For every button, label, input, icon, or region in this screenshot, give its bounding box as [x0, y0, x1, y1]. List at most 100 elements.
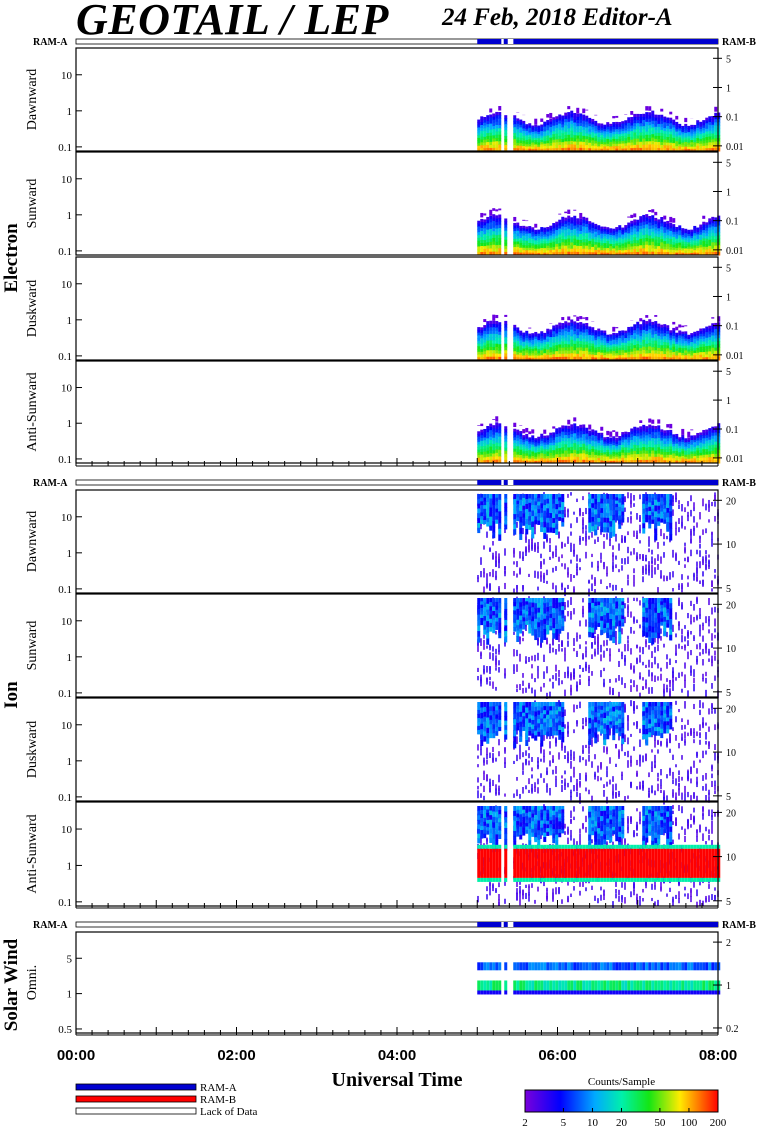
panel-2-0-ytick-left-0: 5 — [67, 953, 73, 965]
ram-gap-2-0 — [501, 922, 504, 927]
group-label-2: Solar Wind — [1, 938, 22, 1031]
panel-1-3 — [477, 804, 721, 909]
panel-1-2-label: Duskward — [25, 721, 40, 779]
x-tick-label-4: 08:00 — [699, 1047, 737, 1064]
panel-0-0-ytick-right-0: 5 — [726, 54, 731, 65]
panel-1-1-ytick-right-2: 5 — [726, 688, 731, 699]
panel-0-0-frame — [75, 47, 719, 152]
panel-1-1-label: Sunward — [25, 621, 40, 671]
x-tick-label-2: 04:00 — [378, 1047, 416, 1064]
panel-1-0-ytick-left-0: 10 — [61, 512, 73, 524]
ram-a-label-2: RAM-A — [33, 920, 68, 931]
panel-2-0-ytick-left-1: 1 — [67, 989, 73, 1001]
panel-0-1-label: Sunward — [25, 179, 40, 229]
panel-0-3-ytick-right-3: 0.01 — [726, 454, 744, 465]
legend-swatch-0 — [75, 1083, 197, 1091]
panel-1-2-ytick-right-2: 5 — [726, 792, 731, 803]
ram-gap-0-1 — [507, 39, 514, 44]
colorbar-tick-6: 200 — [710, 1117, 727, 1128]
panel-0-1-ytick-right-0: 5 — [726, 158, 731, 169]
colorbar-tick-5: 100 — [681, 1117, 698, 1128]
panel-0-1-ytick-left-2: 0.1 — [58, 246, 72, 258]
panel-2-0-ytick-right-1: 1 — [726, 981, 731, 992]
panel-1-0-ytick-right-1: 10 — [726, 540, 736, 551]
panel-0-2-ytick-left-2: 0.1 — [58, 351, 72, 363]
panel-2-0-ytick-left-2: 0.5 — [58, 1024, 72, 1036]
panel-0-3-ytick-right-1: 1 — [726, 396, 731, 407]
legend-swatch-1 — [75, 1095, 197, 1103]
panel-0-1-frame — [75, 151, 719, 256]
group-label-1: Ion — [1, 681, 22, 709]
panel-0-3-ytick-left-1: 1 — [67, 418, 73, 430]
panel-0-1-ytick-right-3: 0.01 — [726, 246, 744, 257]
colorbar-tick-4: 50 — [654, 1117, 666, 1128]
legend-label-1: RAM-B — [200, 1094, 236, 1106]
panel-0-0-ytick-right-1: 1 — [726, 83, 731, 94]
ram-gap-1-1 — [507, 480, 514, 485]
panel-1-1-ytick-left-2: 0.1 — [58, 688, 72, 700]
panel-0-2-ytick-left-0: 10 — [61, 279, 73, 291]
panel-1-3-ytick-left-1: 1 — [67, 860, 73, 872]
colorbar-tick-1: 5 — [561, 1117, 567, 1128]
panel-0-0 — [477, 106, 721, 152]
panel-0-1-ytick-left-0: 10 — [61, 174, 73, 186]
colorbar-tick-3: 20 — [616, 1117, 628, 1128]
panel-0-0-ytick-right-2: 0.1 — [726, 113, 739, 124]
panel-1-3-ytick-left-0: 10 — [61, 824, 73, 836]
panel-0-0-ytick-left-1: 1 — [67, 106, 73, 118]
panel-1-1-ytick-left-1: 1 — [67, 652, 73, 664]
panel-1-2-ytick-left-1: 1 — [67, 756, 73, 768]
panel-1-1-ytick-left-0: 10 — [61, 616, 73, 628]
panel-2-0-ytick-right-0: 2 — [726, 938, 731, 949]
ram-a-bar-0 — [477, 39, 718, 44]
panel-1-3-ytick-left-2: 0.1 — [58, 897, 72, 909]
ram-b-label-0: RAM-B — [722, 37, 756, 48]
panel-0-3-ytick-right-2: 0.1 — [726, 425, 739, 436]
panel-0-3-label: Anti-Sunward — [25, 372, 40, 451]
panel-0-1-ytick-right-1: 1 — [726, 187, 731, 198]
panel-0-0-ytick-right-3: 0.01 — [726, 142, 744, 153]
panel-0-1 — [477, 208, 721, 256]
date-editor-label: 24 Feb, 2018 Editor-A — [442, 4, 673, 31]
panel-0-1-ytick-left-1: 1 — [67, 210, 73, 222]
ram-gap-1-0 — [501, 480, 504, 485]
x-tick-label-1: 02:00 — [217, 1047, 255, 1064]
panel-0-0-ytick-left-2: 0.1 — [58, 142, 72, 154]
panel-0-2-ytick-right-3: 0.01 — [726, 351, 744, 362]
panel-1-2-ytick-right-1: 10 — [726, 748, 736, 759]
panel-1-0-ytick-right-2: 5 — [726, 584, 731, 595]
panel-1-0-label: Dawnward — [25, 511, 40, 572]
panel-0-2 — [477, 314, 721, 361]
panel-2-0 — [477, 962, 721, 995]
colorbar-tick-0: 2 — [522, 1117, 528, 1128]
panel-0-2-ytick-right-2: 0.1 — [726, 322, 739, 333]
panel-0-3-ytick-right-0: 5 — [726, 367, 731, 378]
panel-0-2-label: Duskward — [25, 280, 40, 338]
ram-gap-2-1 — [507, 922, 514, 927]
panel-1-0-ytick-left-2: 0.1 — [58, 584, 72, 596]
panel-0-1-ytick-right-2: 0.1 — [726, 217, 739, 228]
chart-title: GEOTAIL / LEP — [76, 0, 389, 44]
ram-a-bar-2 — [477, 922, 718, 927]
panel-1-3-ytick-right-1: 10 — [726, 853, 736, 864]
panel-1-2-ytick-left-0: 10 — [61, 720, 73, 732]
panel-1-2 — [477, 700, 719, 805]
panel-1-1-ytick-right-0: 20 — [726, 600, 736, 611]
panel-0-0-label: Dawnward — [25, 69, 40, 130]
group-label-0: Electron — [1, 223, 22, 293]
panel-0-3-ytick-left-0: 10 — [61, 383, 73, 395]
panel-0-0-ytick-left-0: 10 — [61, 70, 73, 82]
panel-0-2-ytick-right-0: 5 — [726, 263, 731, 274]
panel-1-1-frame — [75, 593, 719, 698]
legend-swatch-2 — [75, 1107, 197, 1115]
panel-1-1-ytick-right-1: 10 — [726, 644, 736, 655]
ram-b-label-1: RAM-B — [722, 478, 756, 489]
panel-2-0-ytick-right-2: 0.2 — [726, 1024, 739, 1035]
panel-1-0 — [477, 492, 719, 597]
panel-1-1 — [477, 596, 719, 699]
panel-1-3-ytick-right-0: 20 — [726, 808, 736, 819]
panel-1-2-ytick-left-2: 0.1 — [58, 792, 72, 804]
legend-label-2: Lack of Data — [200, 1106, 258, 1118]
ram-a-bar-1 — [477, 480, 718, 485]
